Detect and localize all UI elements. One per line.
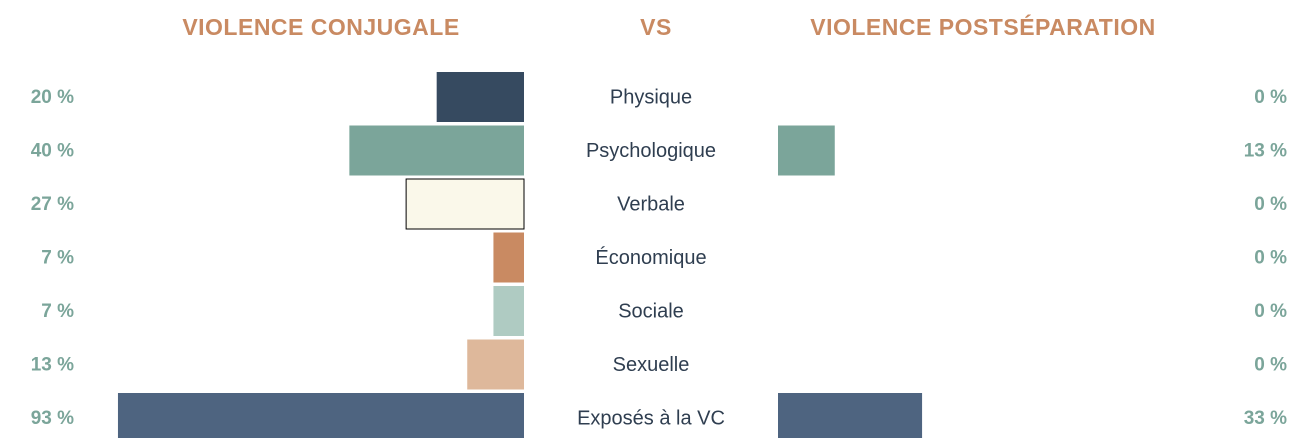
- left-value-label: 27 %: [31, 194, 74, 215]
- category-label: Exposés à la VC: [577, 407, 725, 429]
- category-label: Physique: [610, 86, 692, 108]
- right-value-label: 0 %: [1254, 355, 1287, 376]
- left-bar: [493, 232, 524, 283]
- left-value-label: 7 %: [41, 301, 74, 322]
- category-label: Économique: [595, 246, 706, 269]
- right-value-label: 0 %: [1254, 301, 1287, 322]
- left-value-label: 13 %: [31, 355, 74, 376]
- left-bar: [436, 72, 524, 122]
- right-title: VIOLENCE POSTSÉPARATION: [810, 13, 1155, 40]
- left-value-label: 20 %: [31, 87, 74, 108]
- right-value-label: 33 %: [1244, 408, 1287, 429]
- left-bar: [405, 178, 525, 230]
- category-label: Verbale: [617, 193, 685, 215]
- left-value-label: 40 %: [31, 141, 74, 162]
- left-bar: [349, 125, 524, 176]
- left-bar: [493, 286, 524, 336]
- left-value-label: 7 %: [41, 248, 74, 269]
- left-bar: [117, 393, 524, 438]
- vs-title: VS: [640, 14, 672, 40]
- right-value-label: 0 %: [1254, 87, 1287, 108]
- category-label: Sociale: [618, 300, 684, 322]
- right-value-label: 0 %: [1254, 248, 1287, 269]
- right-value-label: 13 %: [1244, 141, 1287, 162]
- right-bar: [778, 125, 835, 176]
- left-title: VIOLENCE CONJUGALE: [182, 14, 459, 40]
- left-bar: [467, 339, 524, 390]
- category-label: Sexuelle: [613, 354, 690, 376]
- right-bar: [778, 393, 923, 438]
- right-value-label: 0 %: [1254, 194, 1287, 215]
- category-label: Psychologique: [586, 140, 716, 162]
- left-value-label: 93 %: [31, 408, 74, 429]
